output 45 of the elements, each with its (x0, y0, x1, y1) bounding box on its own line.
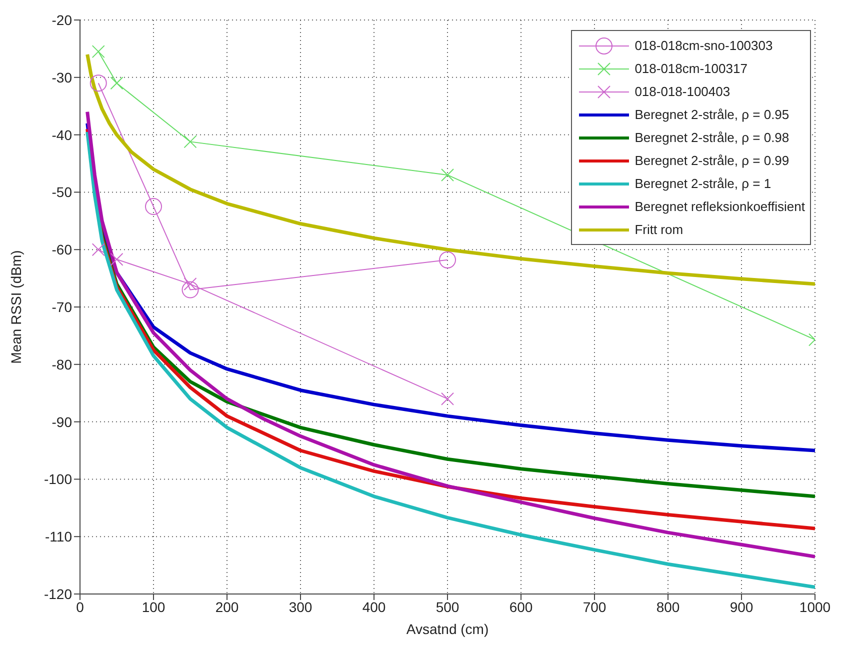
y-tick-label: -20 (52, 12, 72, 28)
x-tick-label: 200 (215, 598, 239, 615)
x-tick-label: 400 (362, 598, 386, 615)
legend-label: Beregnet 2-stråle, ρ = 0.98 (634, 130, 790, 145)
x-tick-label: 100 (142, 598, 166, 615)
point (441, 168, 454, 182)
legend-label: 018-018cm-100317 (634, 61, 748, 76)
x-tick-label: 700 (582, 598, 606, 615)
legend-label: Beregnet 2-stråle, ρ = 0.99 (634, 153, 790, 168)
y-axis-title: Mean RSSI (dBm) (8, 250, 24, 364)
point (90, 74, 107, 92)
line-series (86, 52, 815, 286)
x-tick-label: 300 (288, 598, 312, 615)
y-tick-label: -120 (44, 586, 72, 602)
x-tick-label: 900 (730, 598, 754, 615)
y-tick-label: -40 (52, 126, 72, 143)
y-tick-label: -60 (52, 242, 72, 258)
legend-label: Fritt rom (634, 222, 684, 237)
y-tick-label: -50 (52, 184, 72, 200)
point (441, 392, 454, 406)
point (145, 198, 162, 216)
x-tick-label: 500 (436, 598, 460, 615)
legend-label: 018-018cm-sno-100303 (634, 38, 773, 53)
y-tick-label: -90 (52, 414, 72, 430)
y-tick-label: -100 (44, 471, 72, 488)
x-tick-label: 800 (656, 598, 680, 615)
y-tick-label: -80 (52, 356, 72, 372)
point (92, 45, 105, 58)
y-tick-label: -110 (45, 528, 72, 545)
point (110, 76, 124, 90)
legend-label: Beregnet refleksionkoeffisient (634, 199, 805, 214)
x-tick-label: 0 (76, 598, 84, 615)
y-tick-label: -30 (52, 69, 72, 86)
point (439, 251, 456, 268)
point (182, 281, 199, 298)
x-tick-label: 1000 (799, 598, 831, 615)
x-axis-title: Avsatnd (cm) (406, 621, 489, 637)
legend-label: 018-018-100403 (634, 84, 730, 99)
point (110, 252, 124, 266)
point (92, 243, 105, 256)
x-tick-label: 600 (509, 598, 533, 615)
legend-label: Beregnet 2-stråle, ρ = 1 (634, 176, 772, 191)
point (184, 135, 197, 148)
y-tick-label: -70 (52, 298, 72, 315)
legend-label: Beregnet 2-stråle, ρ = 0.95 (634, 107, 790, 122)
